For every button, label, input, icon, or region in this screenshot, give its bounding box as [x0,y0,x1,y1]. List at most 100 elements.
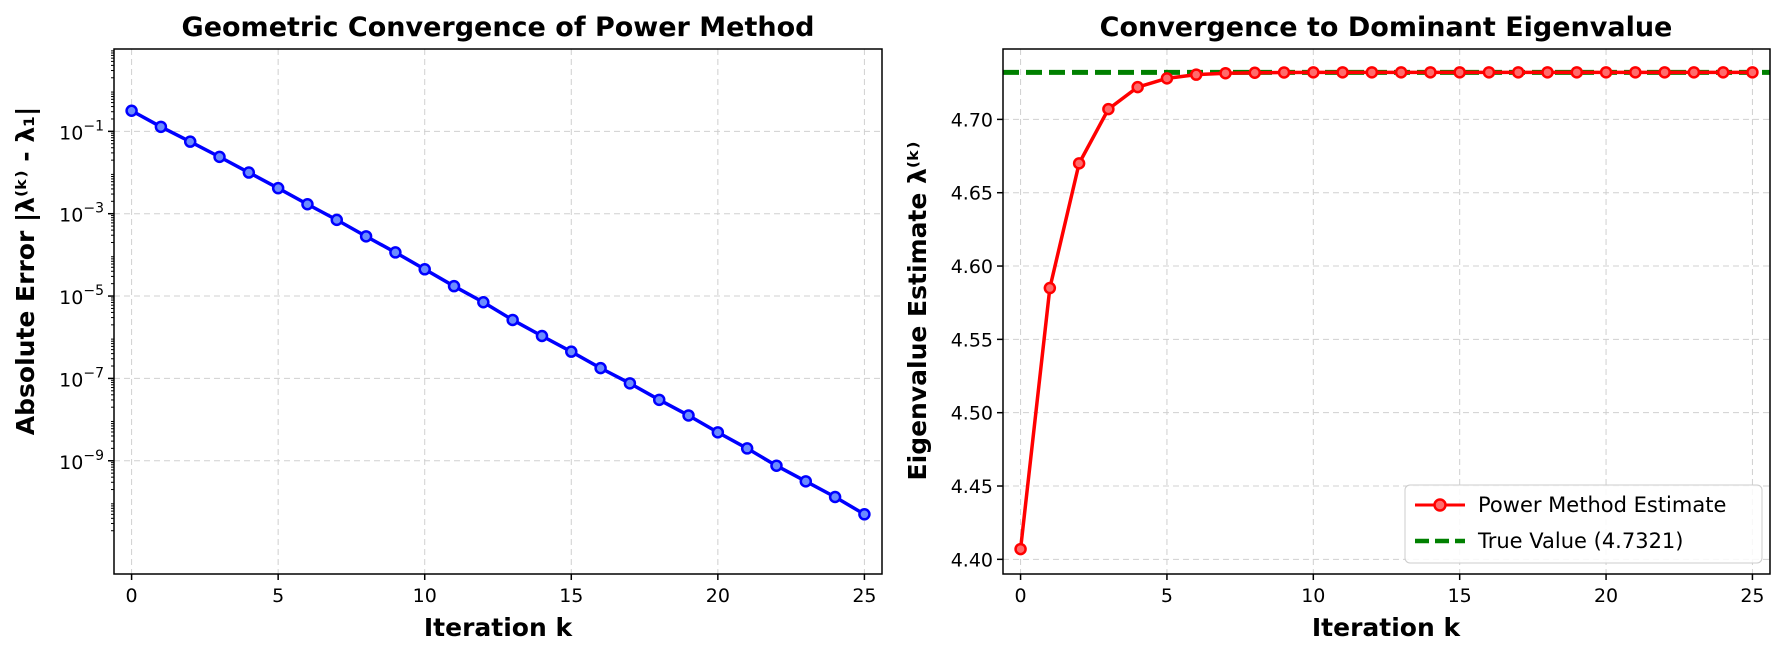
right-y-tick-label: 4.60 [951,256,993,278]
left-error-point [565,345,578,358]
left-error-point [154,120,168,134]
estimate-point [1453,66,1466,79]
left-error-point [359,230,373,243]
left-error-point [623,377,637,390]
estimate-point [1687,66,1701,79]
right-chart-panel: Convergence to Dominant Eigenvalue Itera… [903,12,1771,642]
estimate-point [1043,281,1057,295]
right-grid [1003,49,1770,574]
right-y-tick-label: 4.55 [951,329,993,351]
right-series [1003,66,1770,556]
left-error-point [447,279,461,293]
estimate-line [1018,70,1753,550]
right-y-tick-label: 4.50 [951,403,993,425]
right-ticks: 0 5 10 15 20 25 4.40 4.45 4.50 4.55 4.60 4.65 4.70 [951,109,1765,607]
legend: Power Method Estimate True Value (4.7321… [1404,484,1763,564]
left-x-tick-label: 25 [852,585,876,607]
right-y-tick-label: 4.65 [951,183,993,205]
estimate-point [1716,66,1730,79]
estimate-point [1336,66,1349,79]
left-error-point [271,181,285,195]
left-x-tick-label: 10 [413,585,437,607]
left-x-tick-label: 0 [126,585,138,607]
right-y-tick-label: 4.40 [951,549,993,571]
estimate-point [1511,66,1525,79]
left-error-point [828,490,842,504]
estimate-point [1277,66,1291,79]
estimate-point [1570,66,1584,79]
left-y-tick-label: 10−3 [59,201,104,227]
estimate-point [1189,68,1203,81]
estimate-point [1394,66,1408,79]
estimate-point [1424,66,1437,79]
estimate-point [1746,66,1759,79]
left-y-tick-label: 10−9 [59,448,104,474]
left-y-tick-label: 10−5 [59,283,104,309]
right-plot-frame [1002,48,1771,575]
estimate-point [1248,66,1262,80]
estimate-point [1131,80,1144,94]
right-x-axis-label: Iteration k [1312,613,1462,642]
right-x-tick-label: 0 [1015,585,1027,607]
left-x-tick-label: 5 [272,585,284,607]
left-chart-title: Geometric Convergence of Power Method [182,12,815,43]
left-error-point [242,166,256,179]
estimate-point [1072,157,1086,170]
left-grid [114,49,882,574]
left-series [125,104,871,521]
right-y-tick-label: 4.70 [951,109,993,131]
left-error-point [389,246,402,259]
left-error-point [799,475,813,488]
right-y-axis-label: Eigenvalue Estimate λ⁽ᵏ⁾ [903,142,932,481]
estimate-point [1102,102,1115,116]
estimate-point [1599,66,1613,79]
left-chart-panel: Geometric Convergence of Power Method It… [11,12,883,642]
left-y-axis-label: Absolute Error |λ⁽ᵏ⁾ - λ₁| [11,107,40,435]
left-y-tick-label: 10−7 [59,365,104,391]
left-error-point [301,197,314,211]
left-error-point [682,409,695,422]
estimate-point [1482,66,1496,79]
legend-label-true-value: True Value (4.7321) [1477,529,1684,553]
left-error-point [740,442,754,455]
estimate-point [1541,66,1554,79]
left-x-tick-label: 15 [559,585,583,607]
right-x-tick-label: 15 [1448,585,1472,607]
right-x-tick-label: 10 [1301,585,1325,607]
estimate-point [1365,66,1379,79]
left-error-point [770,459,783,472]
left-y-tick-label: 10−1 [59,118,104,144]
right-x-tick-label: 20 [1594,585,1618,607]
left-error-point [477,295,490,309]
left-error-point [594,361,607,375]
left-error-point [652,393,666,407]
left-error-point [535,329,549,343]
right-x-tick-label: 25 [1740,585,1764,607]
left-error-point [183,135,197,148]
left-x-tick-label: 20 [706,585,730,607]
estimate-point [1629,66,1642,79]
left-x-axis-label: Iteration k [424,613,574,642]
estimate-point [1307,66,1320,79]
left-error-line [130,109,866,516]
left-error-point [330,213,344,227]
estimate-point [1219,66,1232,80]
legend-marker-power-method [1433,498,1447,512]
left-ticks: 0 5 10 15 20 25 10−1 10−3 10−5 10−7 10−9 [59,50,877,607]
legend-box [1404,484,1763,564]
estimate-point [1160,72,1174,85]
left-error-point [213,150,226,164]
right-chart-title: Convergence to Dominant Eigenvalue [1100,12,1673,43]
left-plot-frame [113,48,883,575]
left-error-point [858,508,871,521]
estimate-point [1014,542,1027,556]
legend-label-power-method: Power Method Estimate [1478,493,1726,517]
left-error-point [125,104,138,118]
left-error-point [506,313,519,327]
left-error-point [418,263,431,276]
right-x-tick-label: 5 [1161,585,1173,607]
right-y-tick-label: 4.45 [951,476,993,498]
left-error-point [711,426,725,439]
estimate-point [1658,66,1671,79]
